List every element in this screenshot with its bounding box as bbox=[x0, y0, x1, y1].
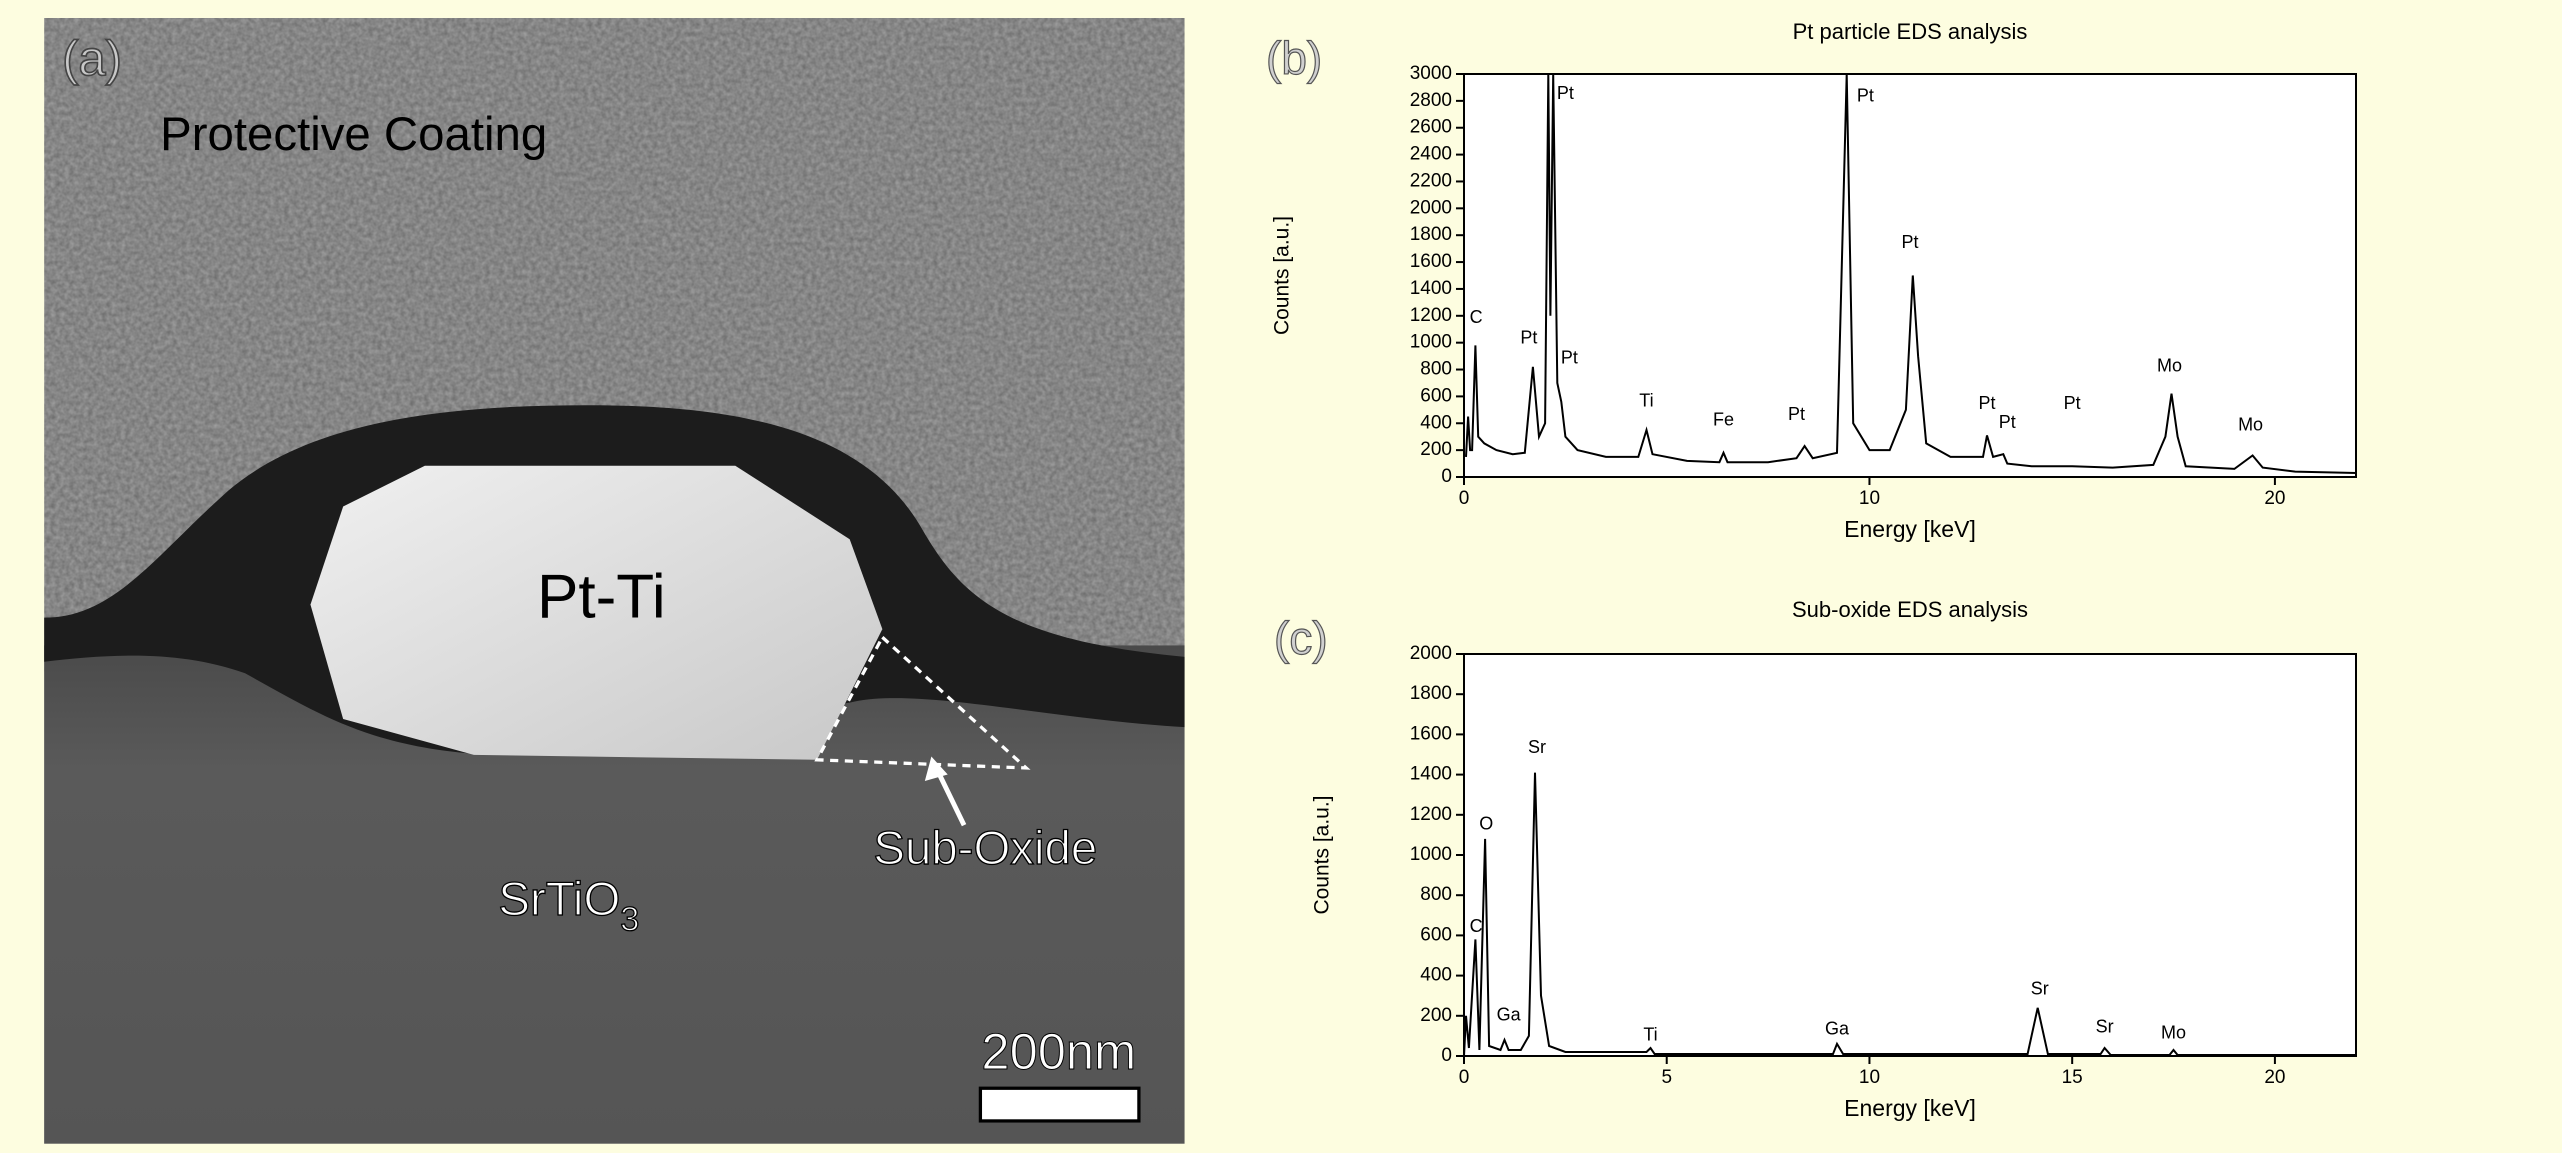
chart-title: Pt particle EDS analysis bbox=[1793, 19, 2028, 44]
y-tick-label: 1800 bbox=[1410, 224, 1452, 245]
suboxide-label: Sub-Oxide bbox=[873, 822, 1097, 875]
substrate-subscript: 3 bbox=[620, 901, 639, 939]
x-tick-label: 5 bbox=[1661, 1067, 1672, 1088]
y-tick-label: 1400 bbox=[1410, 278, 1452, 299]
peak-label: Sr bbox=[2096, 1017, 2114, 1037]
peak-label: Pt bbox=[1520, 327, 1537, 347]
peak-label: Pt bbox=[1999, 412, 2016, 432]
peak-label: Ti bbox=[1643, 1025, 1657, 1045]
y-tick-label: 1400 bbox=[1410, 764, 1452, 785]
y-tick-label: 2600 bbox=[1410, 117, 1452, 138]
y-tick-label: 200 bbox=[1420, 439, 1452, 460]
x-tick-label: 0 bbox=[1459, 488, 1470, 509]
panel-label: (b) bbox=[1266, 32, 1322, 84]
y-tick-label: 800 bbox=[1420, 359, 1452, 380]
peak-label: Ga bbox=[1825, 1019, 1850, 1039]
peak-label: Pt bbox=[2064, 393, 2081, 413]
y-tick-label: 1000 bbox=[1410, 844, 1452, 865]
y-tick-label: 2000 bbox=[1410, 643, 1452, 664]
suboxide-outline bbox=[814, 634, 1031, 770]
y-tick-label: 600 bbox=[1420, 924, 1452, 945]
spectrum-line bbox=[1465, 73, 2357, 474]
plot-frame bbox=[1463, 73, 2357, 478]
y-tick-label: 600 bbox=[1420, 385, 1452, 406]
scale-bar bbox=[978, 1086, 1141, 1123]
y-tick-label: 400 bbox=[1420, 412, 1452, 433]
arrow-shaft bbox=[934, 766, 967, 827]
y-tick-label: 1200 bbox=[1410, 804, 1452, 825]
microscopy-panel: (a) Protective Coating Pt-Ti Sub-Oxide S… bbox=[44, 17, 1185, 1144]
y-tick-label: 1000 bbox=[1410, 332, 1452, 353]
pt-ti-particle bbox=[310, 465, 883, 760]
y-tick-label: 2000 bbox=[1410, 197, 1452, 218]
peak-label: Pt bbox=[1901, 232, 1918, 252]
chart-title: Sub-oxide EDS analysis bbox=[1792, 597, 2028, 622]
y-axis-label: Counts [a.u.] bbox=[1311, 795, 1334, 914]
arrow-head bbox=[924, 756, 948, 782]
peak-label: Fe bbox=[1713, 409, 1734, 429]
peak-label: C bbox=[1470, 916, 1483, 936]
peak-label: Sr bbox=[1528, 737, 1546, 757]
y-tick-label: 1600 bbox=[1410, 723, 1452, 744]
scale-bar-label: 200nm bbox=[981, 1023, 1136, 1080]
peak-label: Pt bbox=[1857, 86, 1874, 106]
peak-label: Pt bbox=[1561, 348, 1578, 368]
x-tick-label: 20 bbox=[2264, 488, 2285, 509]
y-tick-label: 1800 bbox=[1410, 683, 1452, 704]
y-tick-label: 2200 bbox=[1410, 170, 1452, 191]
peak-label: Pt bbox=[1979, 393, 1996, 413]
x-tick-label: 15 bbox=[2062, 1067, 2083, 1088]
x-axis-label: Energy [keV] bbox=[1844, 516, 1976, 542]
x-tick-label: 0 bbox=[1459, 1067, 1470, 1088]
x-tick-label: 10 bbox=[1859, 488, 1880, 509]
peak-label: Mo bbox=[2161, 1023, 2186, 1043]
y-tick-label: 800 bbox=[1420, 884, 1452, 905]
x-tick-label: 20 bbox=[2264, 1067, 2285, 1088]
peak-label: C bbox=[1470, 307, 1483, 327]
peak-label: Ga bbox=[1497, 1005, 1522, 1025]
peak-label: Sr bbox=[2031, 978, 2049, 998]
panel-label: (a) bbox=[62, 32, 122, 86]
y-tick-label: 1600 bbox=[1410, 251, 1452, 272]
y-tick-label: 3000 bbox=[1410, 63, 1452, 84]
substrate-label: SrTiO3 bbox=[498, 872, 639, 938]
peak-label: Mo bbox=[2157, 356, 2182, 376]
plot-frame bbox=[1463, 653, 2357, 1057]
peak-label: Pt bbox=[1788, 404, 1805, 424]
x-tick-label: 10 bbox=[1859, 1067, 1880, 1088]
y-axis-label: Counts [a.u.] bbox=[1271, 216, 1294, 335]
coating-label: Protective Coating bbox=[160, 108, 547, 161]
peak-label: O bbox=[1479, 814, 1493, 834]
peak-label: Ti bbox=[1639, 391, 1653, 411]
substrate-name: SrTiO bbox=[498, 872, 620, 925]
panel-label: (c) bbox=[1274, 612, 1328, 664]
spectrum-line bbox=[1463, 772, 2356, 1057]
y-tick-label: 0 bbox=[1441, 466, 1452, 487]
y-tick-label: 2400 bbox=[1410, 144, 1452, 165]
y-tick-label: 200 bbox=[1420, 1005, 1452, 1026]
peak-label: Mo bbox=[2238, 415, 2263, 435]
y-tick-label: 0 bbox=[1441, 1045, 1452, 1066]
y-tick-label: 2800 bbox=[1410, 90, 1452, 111]
y-tick-label: 400 bbox=[1420, 965, 1452, 986]
particle-label: Pt-Ti bbox=[537, 563, 666, 632]
peak-label: Pt bbox=[1557, 83, 1574, 103]
x-axis-label: Energy [keV] bbox=[1844, 1095, 1976, 1121]
y-tick-label: 1200 bbox=[1410, 305, 1452, 326]
